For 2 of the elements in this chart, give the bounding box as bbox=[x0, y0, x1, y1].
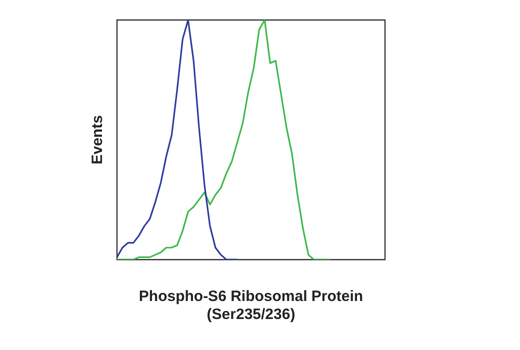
x-axis-title: Phospho-S6 Ribosomal Protein (Ser235/236) bbox=[138, 288, 364, 324]
y-axis-title: Events bbox=[89, 115, 106, 164]
